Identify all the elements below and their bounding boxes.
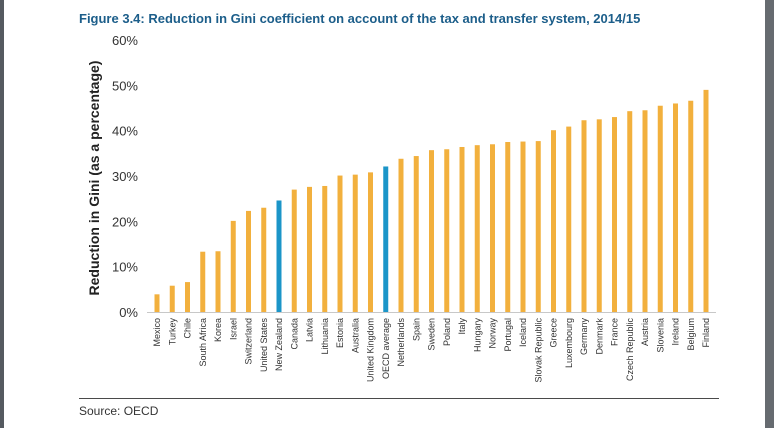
bar-switzerland — [246, 210, 251, 312]
x-tick-label: South Africa — [198, 318, 208, 367]
x-tick-label: United Kingdom — [366, 318, 376, 382]
bar-estonia — [337, 175, 343, 312]
bar-sweden — [429, 150, 434, 312]
x-tick-label: Turkey — [167, 318, 177, 346]
x-tick-label: Iceland — [518, 318, 528, 347]
bar-netherlands — [398, 158, 404, 312]
bar-united-states — [261, 207, 267, 312]
x-tick-label: Denmark — [594, 318, 604, 355]
bar-portugal — [505, 142, 511, 312]
x-tick-label: Chile — [183, 318, 193, 339]
source-note: Source: OECD — [79, 404, 159, 418]
x-tick-label: Lithuania — [320, 318, 330, 355]
x-tick-label: Mexico — [152, 318, 162, 347]
bar-norway — [490, 144, 495, 312]
y-axis-label: Reduction in Gini (as a percentage) — [86, 61, 102, 296]
bar-greece — [551, 130, 556, 312]
x-tick-label: New Zealand — [274, 318, 284, 371]
x-tick-label: Netherlands — [396, 318, 406, 367]
bar-israel — [230, 220, 236, 312]
y-tick-label: 10% — [112, 260, 138, 275]
bar-hungary — [474, 145, 480, 312]
bar-iceland — [520, 141, 526, 312]
x-tick-label: Belgium — [686, 318, 696, 351]
bar-korea — [215, 251, 221, 312]
bar-france — [612, 117, 617, 312]
bar-chile — [185, 282, 190, 312]
bar-italy — [459, 146, 465, 312]
bar-lithuania — [322, 185, 328, 312]
bar-austria — [642, 110, 648, 313]
bar-mexico — [154, 294, 160, 312]
chart-title: Figure 3.4: Reduction in Gini coefficien… — [79, 11, 641, 26]
x-tick-label: Estonia — [335, 318, 345, 348]
x-tick-label: Greece — [549, 318, 559, 348]
x-tick-label: Finland — [701, 318, 711, 348]
bar-germany — [581, 120, 587, 313]
x-tick-label: Germany — [579, 318, 589, 356]
bar-spain — [413, 156, 419, 312]
x-tick-label: Poland — [442, 318, 452, 346]
page-right-border — [765, 0, 774, 428]
y-tick-label: 30% — [112, 169, 138, 184]
bar-turkey — [169, 285, 175, 312]
x-tick-label: France — [610, 318, 620, 346]
x-tick-label: Israel — [228, 318, 238, 340]
y-tick-label: 20% — [112, 214, 138, 229]
bar-south-africa — [200, 251, 206, 312]
bar-poland — [444, 149, 450, 312]
x-tick-label: Slovak Republic — [533, 318, 543, 383]
bar-czech-republic — [627, 111, 633, 312]
footer-divider — [79, 398, 719, 399]
bar-ireland — [673, 103, 678, 312]
bar-united-kingdom — [368, 172, 373, 312]
bar-new-zealand — [276, 200, 282, 312]
x-tick-label: Hungary — [472, 318, 482, 353]
y-tick-label: 0% — [119, 305, 138, 320]
x-tick-label: OECD average — [381, 318, 391, 379]
page-left-border — [0, 0, 4, 428]
x-tick-label: Austria — [640, 318, 650, 346]
x-tick-label: Italy — [457, 318, 467, 335]
bar-luxembourg — [566, 126, 572, 312]
x-tick-label: Czech Republic — [625, 318, 635, 382]
bar-belgium — [688, 100, 694, 312]
y-tick-label: 60% — [112, 33, 138, 48]
x-tick-label: Norway — [488, 318, 498, 349]
x-tick-label: Korea — [213, 318, 223, 342]
x-tick-label: Canada — [289, 318, 299, 350]
x-tick-label: Ireland — [671, 318, 681, 346]
bar-finland — [703, 89, 709, 313]
x-tick-label: Slovenia — [655, 318, 665, 353]
x-tick-label: Switzerland — [244, 318, 254, 365]
x-tick-label: Australia — [350, 318, 360, 353]
y-tick-label: 40% — [112, 124, 138, 139]
bar-slovak-republic — [535, 141, 541, 312]
bar-slovenia — [657, 105, 663, 312]
x-tick-label: Spain — [411, 318, 421, 341]
bar-latvia — [307, 186, 312, 312]
bar-denmark — [596, 119, 602, 312]
y-tick-label: 50% — [112, 78, 138, 93]
x-tick-label: United States — [259, 318, 269, 373]
bar-canada — [291, 189, 297, 312]
bar-australia — [352, 174, 358, 312]
x-tick-label: Portugal — [503, 318, 513, 352]
x-tick-label: Luxembourg — [564, 318, 574, 368]
x-tick-label: Latvia — [305, 318, 315, 342]
bar-oecd-average — [383, 166, 389, 312]
x-tick-label: Sweden — [427, 318, 437, 351]
